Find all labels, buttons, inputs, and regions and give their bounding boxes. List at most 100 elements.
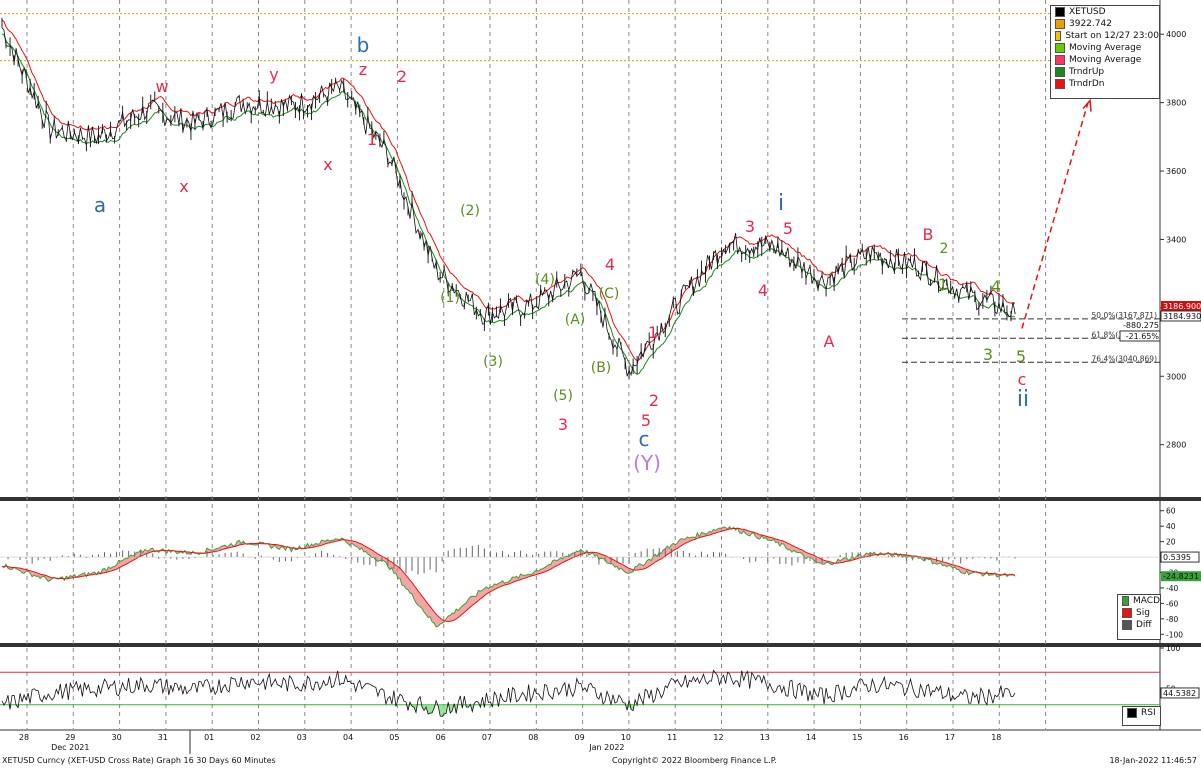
legend-swatch	[1122, 608, 1132, 618]
price-tag-last-value: 3184.930	[1163, 312, 1201, 321]
legend-label: Start on 12/27 23:00	[1065, 31, 1159, 41]
wave-label: 1	[938, 275, 948, 294]
legend-swatch	[1055, 31, 1062, 41]
wave-label: (A)	[565, 312, 586, 328]
legend-entry: Sig	[1118, 607, 1160, 619]
x-tick-label: 08	[528, 733, 538, 742]
wave-label: b	[357, 33, 370, 57]
wave-label: A	[824, 332, 835, 351]
x-tick-label: 31	[158, 733, 168, 742]
y-tick-label: 3400	[1166, 235, 1186, 244]
price-tag-top	[1161, 300, 1201, 311]
wave-label: 4	[991, 277, 1001, 296]
wave-label: w	[155, 77, 168, 96]
legend-entry: Start on 12/27 23:00	[1051, 30, 1159, 42]
x-tick-label: 05	[389, 733, 399, 742]
x-tick-label: 16	[899, 733, 909, 742]
price-diff: -880.275	[1123, 321, 1159, 330]
pane-divider	[0, 497, 1201, 501]
wave-label: 5	[783, 219, 793, 238]
footer-left: XETUSD Curncy (XET-USD Cross Rate) Graph…	[2, 756, 276, 765]
x-tick-label: 09	[575, 733, 585, 742]
wave-label: z	[359, 60, 367, 79]
macd-tag-box	[1161, 571, 1201, 582]
y-tick-label: 3000	[1166, 372, 1186, 381]
legend-label: TrndrUp	[1069, 67, 1105, 77]
y-tick-label: 3800	[1166, 99, 1186, 108]
footer-center: Copyright© 2022 Bloomberg Finance L.P.	[612, 756, 777, 765]
x-tick-label: 29	[65, 733, 75, 742]
footer-right: 18-Jan-2022 11:46:57	[1109, 756, 1197, 765]
x-tick-label: 01	[204, 733, 214, 742]
wave-label: 3	[558, 415, 568, 434]
legend-entry: RSI	[1123, 707, 1160, 719]
x-tick-label: 07	[482, 733, 492, 742]
rsi-tag-box	[1160, 687, 1200, 699]
wave-label: B	[923, 225, 934, 244]
x-tick-label: 13	[760, 733, 770, 742]
legend-swatch	[1055, 7, 1065, 17]
x-tick-label: 18	[991, 733, 1001, 742]
wave-label: (5)	[553, 388, 573, 404]
wave-label: y	[269, 65, 278, 84]
macd-tag: -24.8231	[1163, 572, 1199, 581]
macd-fill	[2, 526, 1015, 627]
wave-label: (B)	[591, 360, 612, 376]
legend-entry: Moving Average	[1051, 42, 1159, 54]
x-tick-label: 28	[19, 733, 29, 742]
legend-label: 3922.742	[1069, 19, 1112, 29]
y-tick-label: 3600	[1166, 167, 1186, 176]
legend-swatch	[1122, 596, 1130, 606]
legend-entry: MACD	[1118, 595, 1160, 607]
y-tick-label: 2800	[1166, 441, 1186, 450]
rsi-oversold-fill	[2, 704, 1015, 717]
wave-label: x	[323, 155, 332, 174]
rsi-legend: RSI	[1122, 706, 1161, 726]
series-line-macd	[1, 526, 1016, 628]
wave-label: a	[94, 193, 106, 217]
legend-label: Moving Average	[1069, 43, 1142, 53]
macd-tick-label: 20	[1166, 538, 1176, 547]
macd-tick-label: -100	[1166, 630, 1183, 639]
wave-label: c	[1018, 370, 1027, 389]
series-line-ma-up	[1, 33, 1016, 375]
legend-swatch	[1055, 55, 1065, 65]
wave-label: 2	[649, 391, 659, 410]
legend-entry: Moving Average	[1051, 54, 1159, 66]
wave-label: (2)	[460, 203, 480, 219]
rsi-tick-label: 100	[1166, 644, 1181, 653]
x-tick-label: 15	[852, 733, 862, 742]
x-tick-label: 06	[436, 733, 446, 742]
macd-tick-label: -60	[1166, 599, 1178, 608]
fib-label: 76.4%(3040.869)	[1092, 354, 1158, 363]
x-tick-label: 17	[945, 733, 955, 742]
price-pct: -21.65%	[1126, 332, 1160, 341]
wave-label: (C)	[599, 286, 620, 302]
legend-label: Moving Average	[1069, 55, 1142, 65]
legend-label: MACD	[1133, 596, 1160, 606]
legend-label: XETUSD	[1069, 7, 1106, 17]
x-tick-label: 12	[713, 733, 723, 742]
wave-label: 4	[605, 255, 615, 274]
legend-swatch	[1055, 67, 1065, 77]
wave-label: c	[639, 427, 650, 451]
wave-label: x	[179, 177, 188, 196]
wave-label: ii	[1017, 387, 1029, 412]
x-month-label: Dec 2021	[51, 743, 89, 752]
wave-label: (3)	[483, 354, 503, 370]
x-tick-label: 02	[250, 733, 260, 742]
x-tick-label: 30	[112, 733, 122, 742]
wave-label: 1	[367, 130, 377, 149]
legend-swatch	[1055, 79, 1065, 89]
legend-entry: TrndrDn	[1051, 78, 1159, 90]
wave-label: 2	[940, 241, 949, 257]
legend-entry: TrndrUp	[1051, 66, 1159, 78]
wave-label: 5	[1016, 347, 1026, 366]
wave-label: 2	[397, 67, 407, 86]
series-line-ma-down	[1, 19, 1016, 362]
macd-tag: 0.5395	[1163, 553, 1191, 562]
projection-arrow	[1021, 102, 1089, 329]
wave-label: 5	[641, 411, 651, 430]
legend-swatch	[1055, 19, 1065, 29]
wave-label: 3	[983, 345, 993, 364]
